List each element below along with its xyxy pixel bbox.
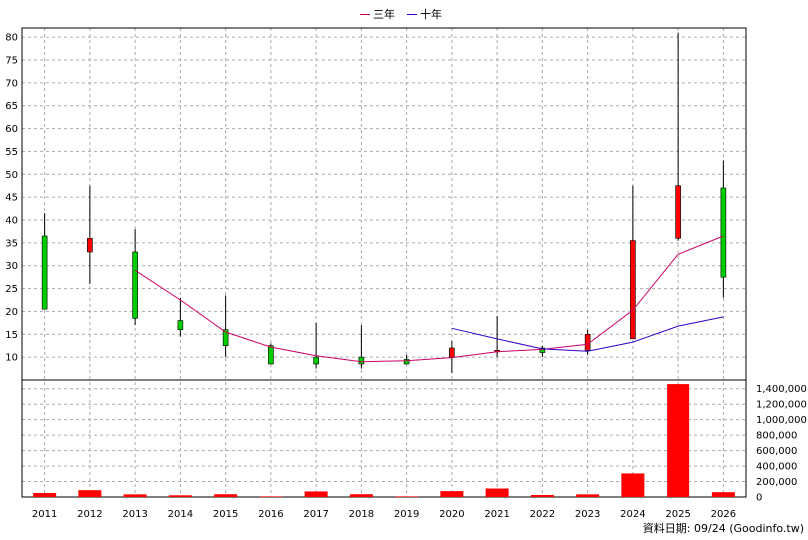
volume-bar (349, 494, 373, 497)
tick-labels: 1015202530354045505560657075800200,00040… (5, 33, 807, 520)
volume-bar (530, 494, 554, 497)
price-tick-label: 15 (5, 330, 18, 341)
volume-bar (33, 492, 57, 497)
x-tick-label: 2026 (711, 509, 736, 520)
candle-body (222, 329, 229, 347)
candle-body (87, 237, 93, 253)
candle-body (449, 347, 455, 358)
legend-swatch-three-year (360, 13, 370, 15)
x-tick-label: 2016 (258, 509, 283, 520)
price-tick-label: 70 (5, 78, 18, 89)
x-tick-label: 2014 (168, 509, 193, 520)
price-tick-label: 50 (5, 170, 18, 181)
x-tick-label: 2021 (484, 509, 509, 520)
candle-body (177, 320, 184, 331)
price-tick-label: 30 (5, 261, 18, 272)
volume-tick-label: 400,000 (756, 462, 797, 473)
candle-body (539, 347, 546, 353)
volume-bar (168, 495, 192, 497)
price-tick-label: 75 (5, 56, 18, 67)
x-tick-label: 2017 (303, 509, 328, 520)
volume-tick-label: 0 (756, 493, 762, 504)
legend-label-three-year: 三年 (373, 8, 395, 21)
price-tick-label: 35 (5, 238, 18, 249)
ten-year-line (451, 316, 724, 352)
legend-swatch-ten-year (407, 13, 417, 15)
candle-body (720, 187, 727, 278)
candle-body (358, 356, 365, 365)
volume-bar (78, 490, 102, 497)
volume-bar (485, 488, 509, 497)
volume-tick-label: 600,000 (756, 446, 797, 457)
volume-bar (214, 494, 238, 497)
volume-tick-label: 1,400,000 (756, 384, 807, 395)
volume-bar (123, 494, 147, 497)
candle-body (268, 345, 274, 365)
x-tick-label: 2022 (530, 509, 555, 520)
x-tick-label: 2020 (439, 509, 464, 520)
price-tick-label: 10 (5, 353, 18, 364)
candles (41, 32, 727, 374)
data-date-footer: 資料日期: 09/24 (Goodinfo.tw) (642, 522, 804, 535)
candle-body (132, 251, 138, 319)
grid (22, 28, 746, 498)
volume-bar (711, 492, 735, 497)
volume-tick-label: 800,000 (756, 431, 797, 442)
candle-body (584, 333, 591, 351)
volume-bar (304, 491, 328, 497)
price-tick-label: 60 (5, 124, 18, 135)
price-tick-label: 25 (5, 284, 18, 295)
volume-bar (440, 491, 464, 497)
candle-body (313, 356, 319, 365)
volume-tick-label: 1,200,000 (756, 400, 807, 411)
plot-frame (21, 27, 747, 498)
legend-item-ten-year: 十年 (407, 6, 442, 22)
legend-item-three-year: 三年 (360, 6, 395, 22)
candle-body (630, 240, 636, 340)
x-tick-label: 2018 (349, 509, 374, 520)
x-tick-label: 2012 (77, 509, 102, 520)
price-tick-label: 40 (5, 216, 18, 227)
three-year-line (134, 235, 724, 363)
x-tick-label: 2013 (122, 509, 147, 520)
volume-tick-label: 200,000 (756, 477, 797, 488)
legend: 三年 十年 (360, 6, 442, 22)
x-tick-label: 2011 (32, 509, 57, 520)
candle-body (403, 359, 410, 365)
volume-bar (621, 473, 645, 497)
volume-tick-label: 1,000,000 (756, 415, 807, 426)
price-tick-label: 20 (5, 307, 18, 318)
x-tick-label: 2024 (620, 509, 645, 520)
legend-label-ten-year: 十年 (420, 8, 442, 21)
x-tick-label: 2023 (575, 509, 600, 520)
candle-body (675, 185, 681, 239)
candle-body (41, 235, 48, 310)
volume-bar (395, 496, 419, 497)
volume-bar (576, 494, 600, 497)
x-tick-label: 2025 (665, 509, 690, 520)
x-tick-label: 2019 (394, 509, 419, 520)
x-tick-label: 2015 (213, 509, 238, 520)
average-lines (134, 235, 724, 363)
volume-bars (33, 384, 735, 497)
price-tick-label: 55 (5, 147, 18, 158)
price-tick-label: 80 (5, 33, 18, 44)
axes (21, 27, 747, 498)
volume-bar (259, 496, 283, 497)
price-tick-label: 45 (5, 193, 18, 204)
volume-bar (667, 384, 690, 497)
price-tick-label: 65 (5, 101, 18, 112)
